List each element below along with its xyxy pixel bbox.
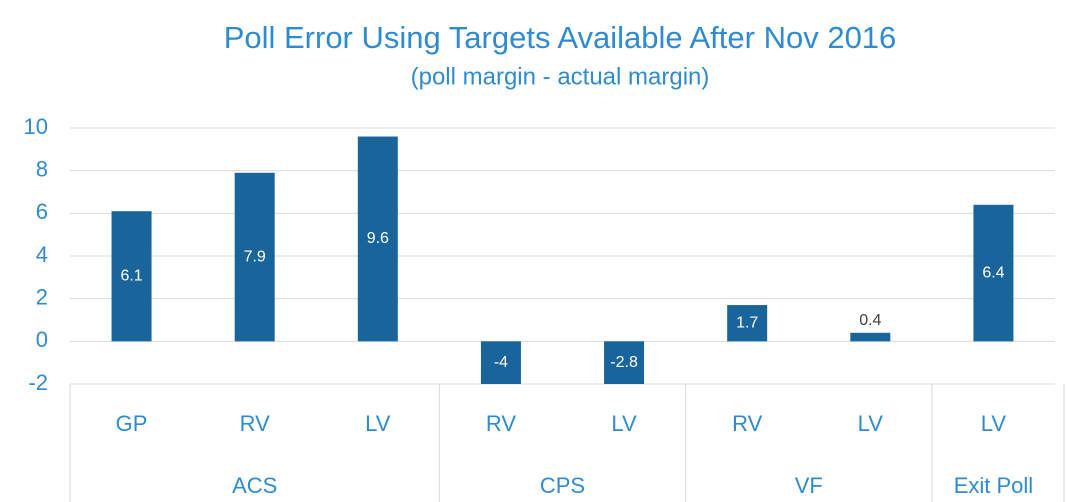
x-tick-label: RV <box>240 411 270 436</box>
y-tick-label: -2 <box>28 370 48 395</box>
group-label: Exit Poll <box>954 473 1033 498</box>
data-label: 6.1 <box>120 267 142 284</box>
chart-subtitle: (poll margin - actual margin) <box>411 63 710 90</box>
x-tick-label: LV <box>858 411 884 436</box>
data-label: -2.8 <box>610 354 638 371</box>
data-label: -4 <box>494 354 508 371</box>
y-tick-label: 8 <box>36 156 48 181</box>
bar <box>111 211 152 342</box>
labels: GP RV LV ACS RV LV CPS RV LV VF LV Exit Poll 6.1 7.9 9… <box>116 230 1034 498</box>
grid: -2 0 2 4 6 8 10 <box>24 114 1065 502</box>
data-label: 9.6 <box>367 230 389 247</box>
data-label: 6.4 <box>982 264 1004 281</box>
x-tick-label: RV <box>732 411 762 436</box>
group-label: CPS <box>540 473 585 498</box>
x-tick-label: LV <box>611 411 637 436</box>
data-label: 1.7 <box>736 314 758 331</box>
group-label: VF <box>795 473 823 498</box>
bars <box>111 136 1014 384</box>
y-tick-label: 2 <box>36 284 48 309</box>
x-tick-label: GP <box>116 411 148 436</box>
x-tick-label: RV <box>486 411 516 436</box>
y-tick-label: 6 <box>36 199 48 224</box>
x-tick-label: LV <box>365 411 391 436</box>
x-tick-label: LV <box>981 411 1007 436</box>
y-tick-label: 10 <box>24 114 48 139</box>
bar <box>973 204 1014 342</box>
data-label: 0.4 <box>859 312 881 329</box>
bar <box>234 172 275 342</box>
bar <box>480 341 521 384</box>
bar <box>850 332 891 342</box>
chart-title: Poll Error Using Targets Available After… <box>224 20 897 55</box>
data-label: 7.9 <box>244 248 266 265</box>
y-tick-label: 0 <box>36 327 48 352</box>
y-tick-label: 4 <box>36 242 48 267</box>
bar <box>604 341 645 384</box>
bar <box>357 136 398 342</box>
bar <box>727 305 768 342</box>
group-label: ACS <box>232 473 277 498</box>
